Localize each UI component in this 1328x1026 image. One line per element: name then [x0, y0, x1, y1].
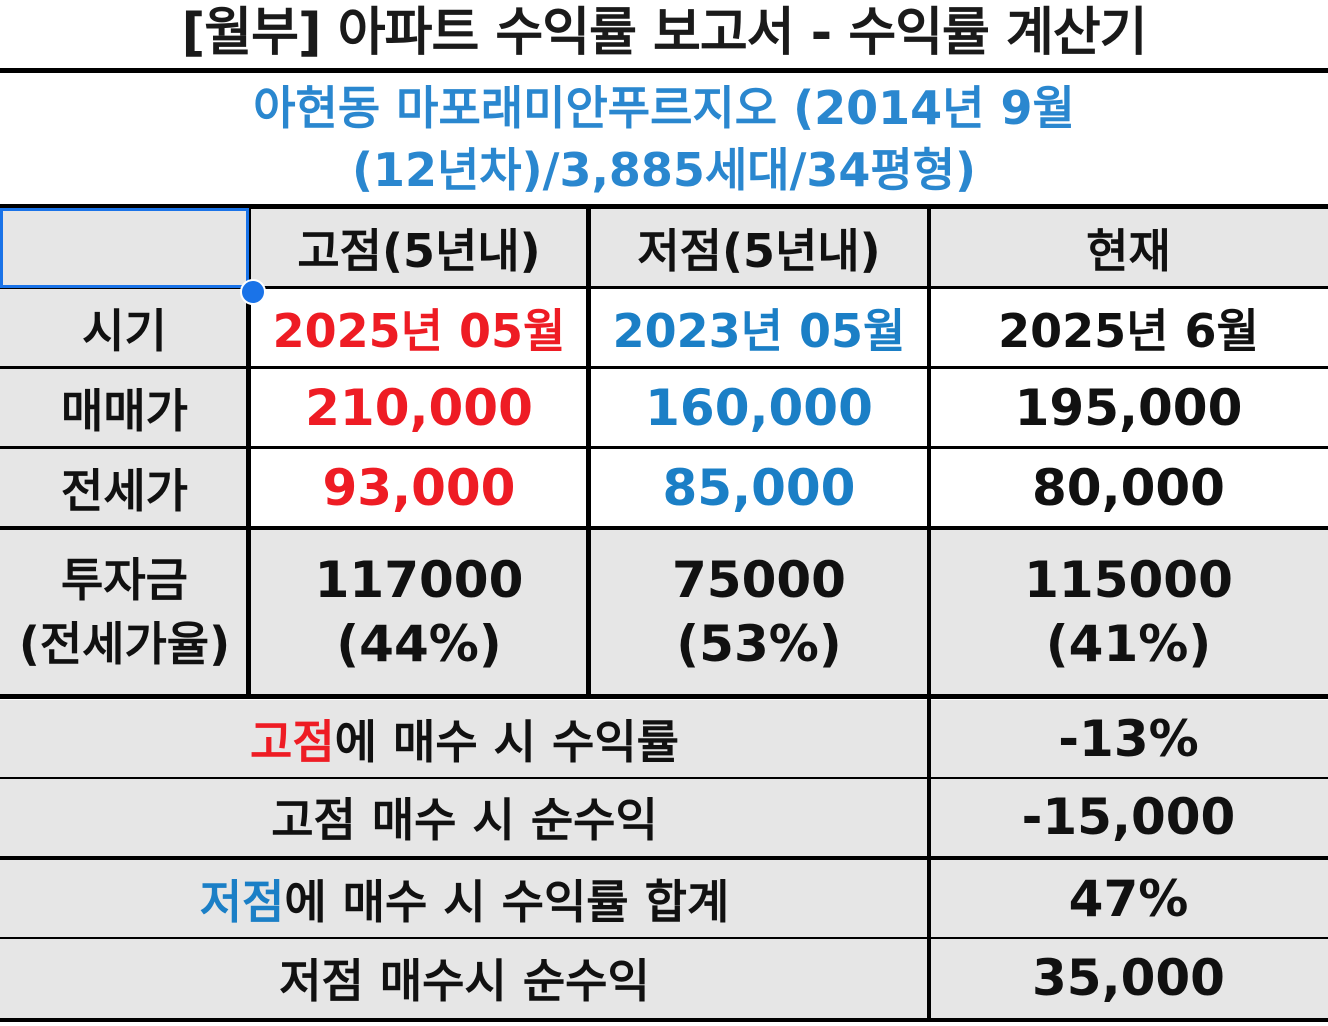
investment-label-line2: (전세가율): [18, 617, 231, 671]
investment-label-line1: 투자금: [61, 553, 188, 607]
selection-fill-handle[interactable]: [240, 279, 266, 305]
grid-line: [0, 526, 1328, 530]
period-low-cell[interactable]: 2023년 05월: [589, 288, 929, 368]
low-profit-value-cell[interactable]: 35,000: [929, 938, 1328, 1018]
grid-line: [0, 366, 1328, 369]
jeonse-price-current-cell[interactable]: 80,000: [929, 448, 1328, 528]
low-profit-label-cell[interactable]: 저점 매수시 순수익: [0, 938, 929, 1018]
grid-line: [927, 208, 931, 1020]
high-profit-value-cell[interactable]: -15,000: [929, 778, 1328, 856]
row-label-sale-price[interactable]: 매매가: [0, 368, 249, 448]
grid-line: [0, 204, 1328, 209]
header-corner-cell[interactable]: [0, 208, 249, 288]
high-return-label-highlight: 고점: [250, 715, 335, 769]
investment-current-cell[interactable]: 115000 (41%): [929, 528, 1328, 696]
grid-line: [0, 286, 1328, 289]
grid-line: [0, 1018, 1328, 1022]
grid-line: [0, 937, 1328, 939]
period-current-cell[interactable]: 2025년 6월: [929, 288, 1328, 368]
period-high-cell[interactable]: 2025년 05월: [249, 288, 589, 368]
investment-low-ratio: (53%): [676, 615, 842, 673]
grid-line: [0, 777, 1328, 779]
apartment-info-cell[interactable]: [0, 74, 1328, 204]
high-return-label-cell[interactable]: 고점 에 매수 시 수익률: [0, 700, 929, 778]
sale-price-low-cell[interactable]: 160,000: [589, 368, 929, 448]
apartment-info: 아현동 마포래미안푸르지오 (2014년 9월 (12년차)/3,885세대/3…: [0, 74, 1328, 204]
high-return-value-cell[interactable]: -13%: [929, 700, 1328, 778]
row-label-period[interactable]: 시기: [0, 288, 249, 368]
grid-line: [246, 208, 251, 696]
jeonse-price-low-cell[interactable]: 85,000: [589, 448, 929, 528]
apartment-info-line1: 아현동 마포래미안푸르지오 (2014년 9월: [253, 81, 1075, 135]
sale-price-current-cell[interactable]: 195,000: [929, 368, 1328, 448]
high-return-label-rest: 에 매수 시 수익률: [334, 715, 679, 769]
investment-high-amount: 117000: [314, 551, 524, 609]
grid-line: [0, 68, 1328, 73]
investment-high-ratio: (44%): [336, 615, 502, 673]
column-header-current[interactable]: 현재: [929, 208, 1328, 288]
jeonse-price-high-cell[interactable]: 93,000: [249, 448, 589, 528]
grid-line: [586, 208, 591, 696]
column-header-low[interactable]: 저점(5년내): [589, 208, 929, 288]
low-return-label-cell[interactable]: 저점 에 매수 시 수익률 합계: [0, 860, 929, 938]
row-label-investment[interactable]: 투자금 (전세가율): [0, 528, 249, 696]
grid-line: [0, 694, 1328, 699]
investment-current-ratio: (41%): [1045, 615, 1212, 673]
grid-line: [0, 856, 1328, 860]
report-title: [월부] 아파트 수익률 보고서 - 수익률 계산기: [181, 3, 1147, 63]
grid-line: [0, 446, 1328, 449]
active-cell-selection: [0, 208, 249, 288]
sale-price-high-cell[interactable]: 210,000: [249, 368, 589, 448]
low-return-label-rest: 에 매수 시 수익률 합계: [284, 875, 730, 929]
investment-high-cell[interactable]: 117000 (44%): [249, 528, 589, 696]
return-calculator-sheet: 아현동 마포래미안푸르지오 (2014년 9월 (12년차)/3,885세대/3…: [0, 68, 1328, 1026]
high-profit-label-cell[interactable]: 고점 매수 시 순수익: [0, 778, 929, 856]
column-header-high[interactable]: 고점(5년내): [249, 208, 589, 288]
apartment-info-line2: (12년차)/3,885세대/34평형): [351, 143, 977, 197]
low-return-label-highlight: 저점: [199, 875, 285, 929]
low-return-value-cell[interactable]: 47%: [929, 860, 1328, 938]
investment-current-amount: 115000: [1024, 551, 1233, 609]
row-label-jeonse-price[interactable]: 전세가: [0, 448, 249, 528]
investment-low-amount: 75000: [672, 551, 846, 609]
investment-low-cell[interactable]: 75000 (53%): [589, 528, 929, 696]
